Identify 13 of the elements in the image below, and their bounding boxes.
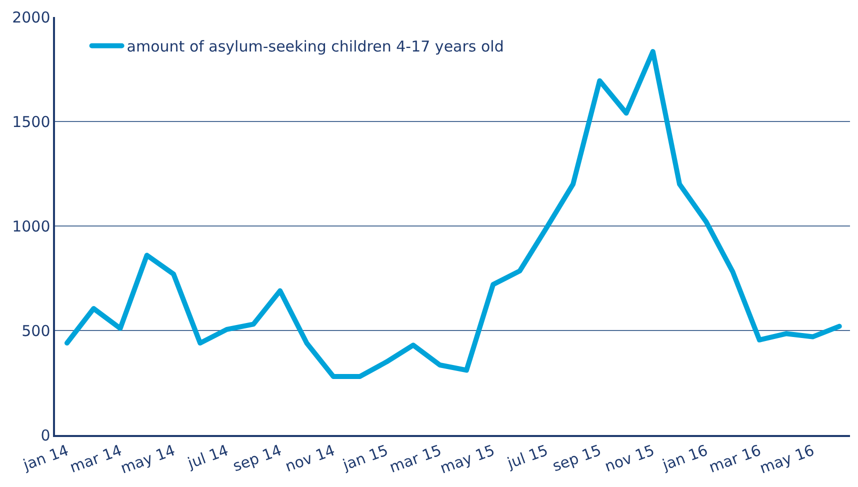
x-tick-label: nov 14: [282, 441, 338, 476]
legend-label: amount of asylum-seeking children 4-17 years old: [126, 38, 504, 56]
x-tick-label: jan 16: [659, 441, 710, 474]
x-tick-label: sep 15: [550, 441, 604, 476]
y-tick-label: 500: [22, 322, 50, 340]
x-tick-label: jul 15: [504, 441, 550, 473]
x-tick-label: sep 14: [230, 441, 284, 476]
y-tick-label: 1500: [12, 112, 50, 131]
x-tick-label: jul 14: [184, 441, 231, 473]
x-tick-label: jan 15: [340, 441, 391, 474]
y-tick-label: 1000: [12, 217, 50, 236]
x-tick-label: nov 15: [602, 441, 657, 476]
y-tick-label: 2000: [12, 8, 50, 26]
